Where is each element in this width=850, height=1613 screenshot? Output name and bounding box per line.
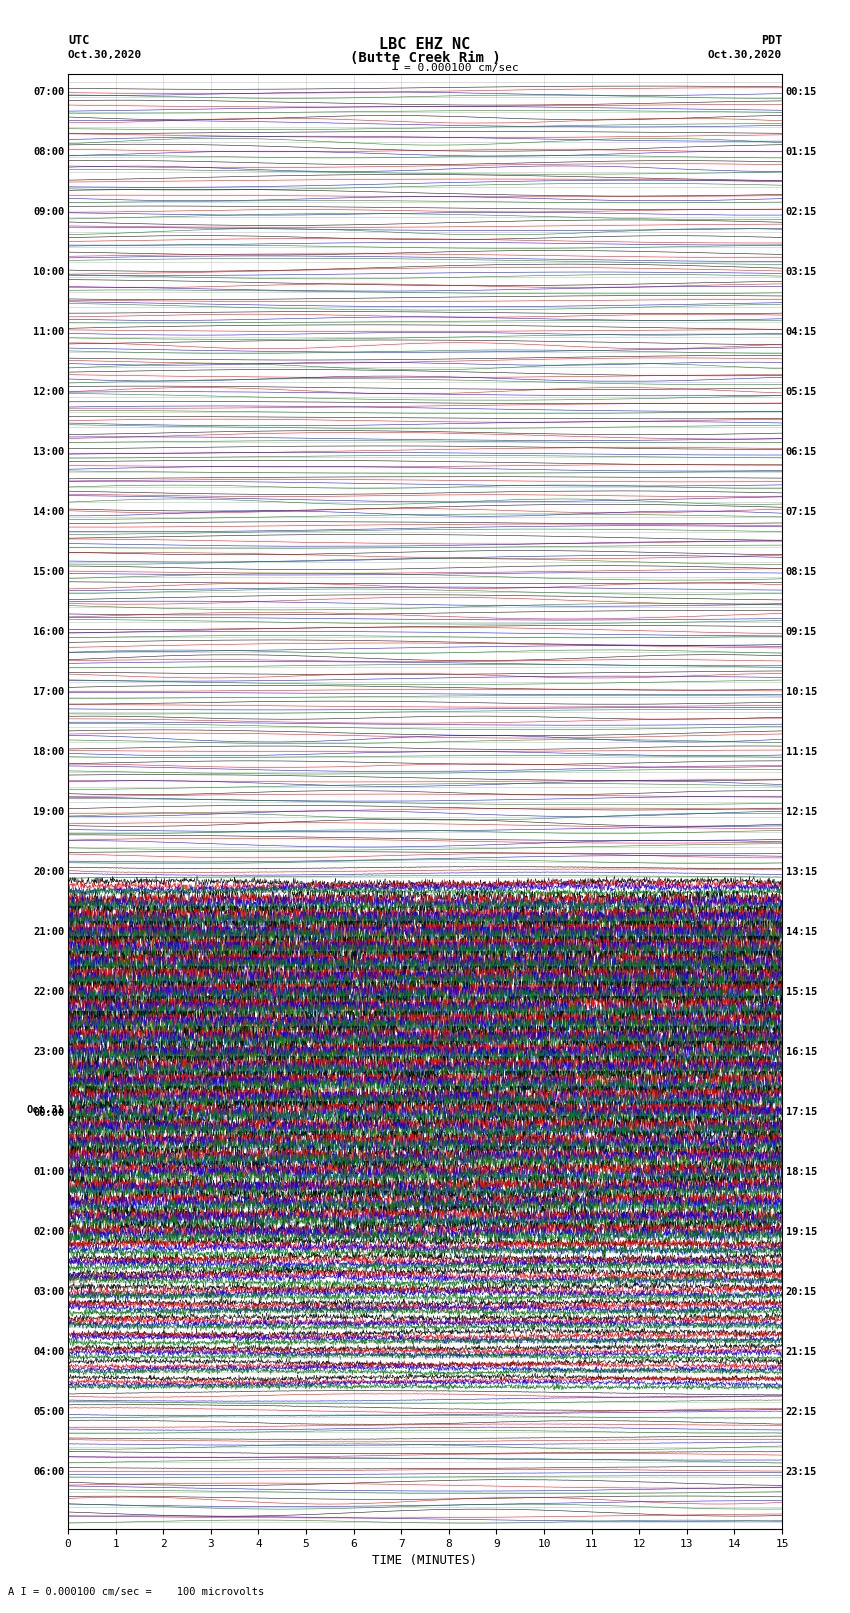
Text: 19:00: 19:00	[33, 806, 65, 818]
X-axis label: TIME (MINUTES): TIME (MINUTES)	[372, 1555, 478, 1568]
Text: 18:15: 18:15	[785, 1168, 817, 1177]
Text: A I = 0.000100 cm/sec =    100 microvolts: A I = 0.000100 cm/sec = 100 microvolts	[8, 1587, 264, 1597]
Text: 22:15: 22:15	[785, 1407, 817, 1418]
Text: 16:15: 16:15	[785, 1047, 817, 1057]
Text: 00:15: 00:15	[785, 87, 817, 97]
Text: 12:15: 12:15	[785, 806, 817, 818]
Text: 02:15: 02:15	[785, 206, 817, 218]
Text: 11:00: 11:00	[33, 327, 65, 337]
Text: 16:00: 16:00	[33, 627, 65, 637]
Text: Oct.30,2020: Oct.30,2020	[708, 50, 782, 60]
Text: 17:15: 17:15	[785, 1107, 817, 1118]
Text: 02:00: 02:00	[33, 1227, 65, 1237]
Text: 06:00: 06:00	[33, 1468, 65, 1478]
Text: UTC: UTC	[68, 34, 89, 47]
Text: 11:15: 11:15	[785, 747, 817, 756]
Text: 10:15: 10:15	[785, 687, 817, 697]
Text: 07:00: 07:00	[33, 87, 65, 97]
Text: 00:00: 00:00	[33, 1108, 65, 1118]
Text: 20:15: 20:15	[785, 1287, 817, 1297]
Text: 18:00: 18:00	[33, 747, 65, 756]
Text: 15:00: 15:00	[33, 568, 65, 577]
Text: 19:15: 19:15	[785, 1227, 817, 1237]
Text: 05:00: 05:00	[33, 1407, 65, 1418]
Text: Oct.31: Oct.31	[27, 1105, 65, 1115]
Text: Oct.30,2020: Oct.30,2020	[68, 50, 142, 60]
Text: 08:00: 08:00	[33, 147, 65, 156]
Text: 06:15: 06:15	[785, 447, 817, 456]
Text: 23:15: 23:15	[785, 1468, 817, 1478]
Text: 01:15: 01:15	[785, 147, 817, 156]
Text: 23:00: 23:00	[33, 1047, 65, 1057]
Text: 10:00: 10:00	[33, 268, 65, 277]
Text: = 0.000100 cm/sec: = 0.000100 cm/sec	[404, 63, 518, 73]
Text: 08:15: 08:15	[785, 568, 817, 577]
Text: 07:15: 07:15	[785, 506, 817, 518]
Text: 13:15: 13:15	[785, 868, 817, 877]
Text: 15:15: 15:15	[785, 987, 817, 997]
Text: 13:00: 13:00	[33, 447, 65, 456]
Text: 21:00: 21:00	[33, 927, 65, 937]
Text: 03:15: 03:15	[785, 268, 817, 277]
Text: 04:15: 04:15	[785, 327, 817, 337]
Text: 05:15: 05:15	[785, 387, 817, 397]
Text: 09:15: 09:15	[785, 627, 817, 637]
Text: 14:00: 14:00	[33, 506, 65, 518]
Text: 01:00: 01:00	[33, 1168, 65, 1177]
Text: PDT: PDT	[761, 34, 782, 47]
Text: 20:00: 20:00	[33, 868, 65, 877]
Text: LBC EHZ NC: LBC EHZ NC	[379, 37, 471, 52]
Text: 17:00: 17:00	[33, 687, 65, 697]
Text: 22:00: 22:00	[33, 987, 65, 997]
Text: 21:15: 21:15	[785, 1347, 817, 1357]
Text: 14:15: 14:15	[785, 927, 817, 937]
Text: (Butte Creek Rim ): (Butte Creek Rim )	[349, 50, 501, 65]
Text: I: I	[391, 58, 399, 73]
Text: 12:00: 12:00	[33, 387, 65, 397]
Text: 09:00: 09:00	[33, 206, 65, 218]
Text: 04:00: 04:00	[33, 1347, 65, 1357]
Text: 03:00: 03:00	[33, 1287, 65, 1297]
